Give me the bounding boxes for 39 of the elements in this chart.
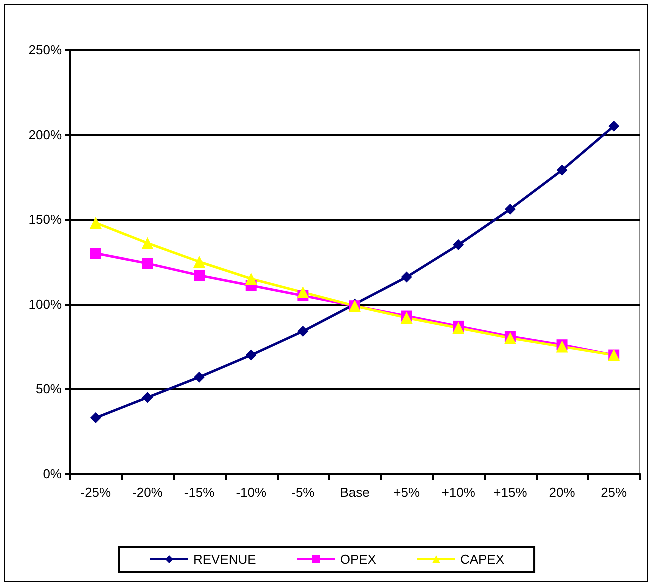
point xyxy=(556,164,568,176)
point xyxy=(194,256,206,268)
point xyxy=(453,240,464,251)
point xyxy=(246,350,257,361)
point xyxy=(298,326,309,338)
y-tick-label: 50% xyxy=(36,382,62,397)
x-tick-label: -5% xyxy=(292,485,316,500)
legend-label: CAPEX xyxy=(460,552,505,567)
x-tick-label: 20% xyxy=(549,485,576,500)
x-tick-label: -10% xyxy=(236,485,267,500)
legend-label: OPEX xyxy=(340,552,377,567)
point xyxy=(194,270,206,282)
point xyxy=(90,248,102,260)
x-tick-label: Base xyxy=(340,485,370,500)
x-tick-label: -25% xyxy=(80,485,112,500)
x-tick-label: +15% xyxy=(494,485,528,500)
point xyxy=(142,237,154,250)
legend-label: REVENUE xyxy=(193,552,257,567)
y-tick-label: 250% xyxy=(28,42,62,58)
point xyxy=(401,272,412,283)
x-tick-label: -20% xyxy=(132,485,164,500)
point xyxy=(142,392,154,404)
point xyxy=(245,272,258,285)
y-tick-label: 100% xyxy=(28,296,62,312)
x-tick-label: -15% xyxy=(184,485,216,500)
y-tick-label: 200% xyxy=(28,127,62,142)
point xyxy=(142,258,154,270)
x-tick-label: 25% xyxy=(601,485,628,500)
point xyxy=(297,286,310,299)
point xyxy=(90,216,102,229)
point xyxy=(90,412,102,424)
point xyxy=(194,372,206,383)
y-tick-label: 0% xyxy=(43,466,62,482)
x-tick-label: +5% xyxy=(394,485,420,500)
point xyxy=(608,120,620,132)
point xyxy=(452,322,465,334)
y-tick-label: 150% xyxy=(28,212,62,228)
point xyxy=(504,204,516,215)
x-tick-label: +10% xyxy=(442,485,476,500)
